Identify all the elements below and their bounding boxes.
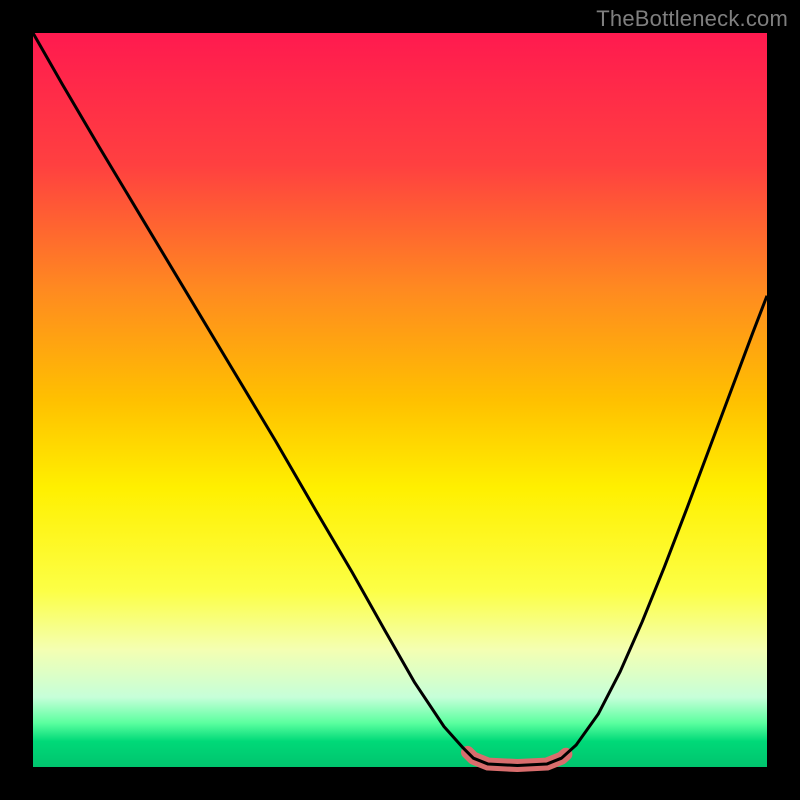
bottleneck-chart: TheBottleneck.com: [0, 0, 800, 800]
watermark-text: TheBottleneck.com: [596, 6, 788, 32]
chart-svg: [0, 0, 800, 800]
